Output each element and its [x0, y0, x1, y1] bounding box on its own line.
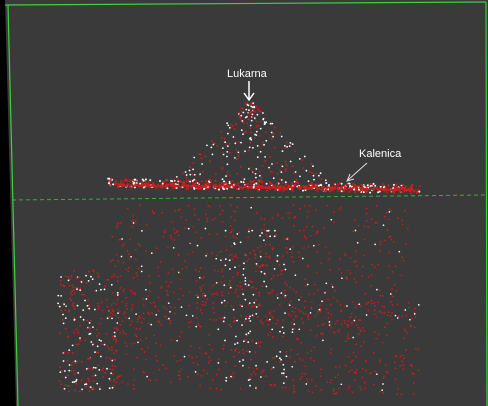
annotation-lukarna: Lukarna — [227, 68, 268, 102]
frame-top-edge — [4, 1, 487, 6]
kalenica-label: Kalenica — [359, 148, 402, 160]
annotation-kalenica: Kalenica — [346, 148, 402, 182]
point-cloud-points — [57, 102, 421, 396]
lukarna-arrow-icon — [243, 81, 255, 102]
kalenica-arrow-icon — [346, 162, 368, 182]
lukarna-label: Lukarna — [227, 68, 268, 80]
frame-right-edge — [485, 1, 488, 406]
reference-line — [11, 194, 487, 201]
canvas-background — [5, 0, 488, 406]
frame-left-edge — [7, 4, 19, 406]
